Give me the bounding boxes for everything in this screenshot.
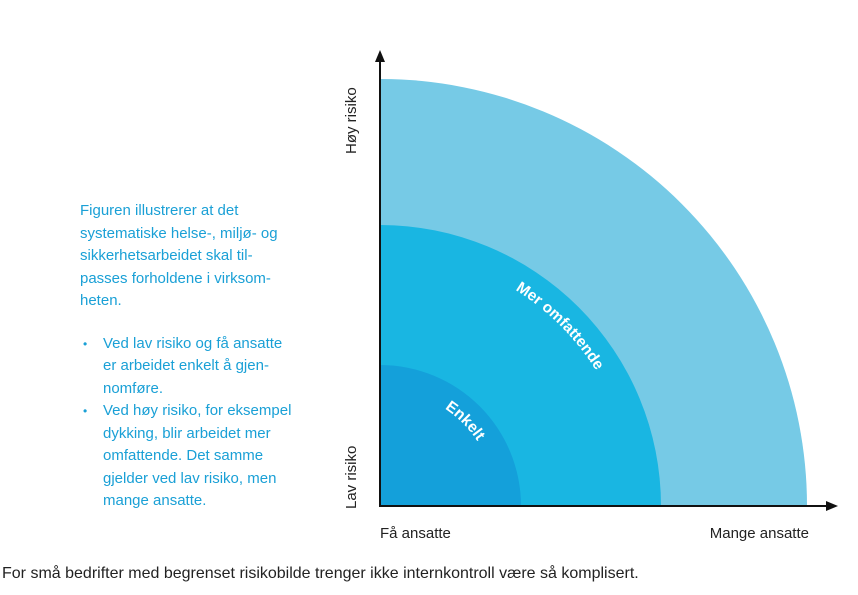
bullet-line: Ved høy risiko, for eksempel (103, 402, 292, 419)
intro-line: sikkerhetsarbeidet skal til- (80, 247, 253, 264)
bullet-dot-icon: • (83, 336, 88, 351)
ring-inner-enkelt (380, 365, 521, 506)
intro-line: heten. (80, 292, 122, 309)
intro-line: systematiske helse-, miljø- og (80, 224, 278, 242)
bullet-line: mange ansatte. (103, 492, 207, 509)
bullet-line: nomføre. (103, 379, 164, 397)
y-axis-bottom-label: Lav risiko (343, 446, 360, 509)
intro-line: passes forholdene i virksom- (80, 269, 271, 287)
intro-text: Figuren illustrerer at det systematiske … (80, 200, 330, 313)
x-axis-arrow-icon (826, 501, 838, 511)
bullet-dot-icon: • (83, 404, 88, 418)
risk-diagram: Mer omfattende Enkelt Høy risiko Lav ris… (343, 50, 838, 542)
bullet-line: dykking, blir arbeidet mer (103, 424, 271, 442)
figure-caption: For små bedrifter med begrenset risikobi… (2, 565, 639, 582)
bullet-item-low-risk: • Ved lav risiko og få ansatte er arbeid… (80, 333, 330, 401)
bullet-line: Ved lav risiko og få ansatte (103, 334, 283, 352)
bullet-item-high-risk: • Ved høy risiko, for eksempel dykking, … (80, 400, 330, 513)
x-axis-left-label: Få ansatte (380, 525, 451, 542)
bullet-line: gjelder ved lav risiko, men (103, 469, 277, 487)
description-panel: Figuren illustrerer at det systematiske … (80, 200, 330, 513)
bullet-list: • Ved lav risiko og få ansatte er arbeid… (80, 333, 330, 513)
x-axis-right-label: Mange ansatte (710, 525, 809, 542)
bullet-line: omfattende. Det samme (103, 447, 264, 464)
y-axis-arrow-icon (375, 50, 385, 62)
bullet-line: er arbeidet enkelt å gjen- (103, 357, 269, 374)
y-axis-top-label: Høy risiko (343, 87, 360, 154)
intro-line: Figuren illustrerer at det (80, 202, 239, 219)
